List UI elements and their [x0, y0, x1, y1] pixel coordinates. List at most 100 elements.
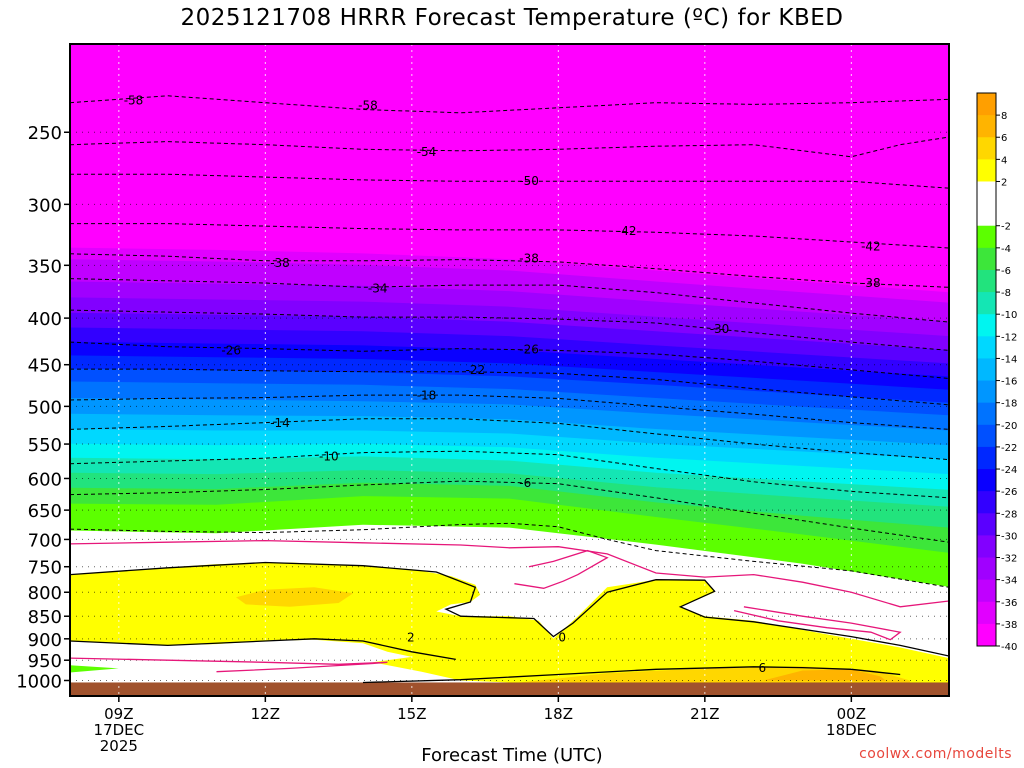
colorbar-swatch-2: [977, 137, 996, 160]
isotherm-label-15: -14: [270, 416, 290, 430]
colorbar-swatch-16: [977, 446, 996, 470]
colorbar-swatch-14: [977, 402, 996, 426]
colorbar-label-23: -38: [1001, 620, 1017, 631]
colorbar-swatch-4: [977, 181, 996, 205]
colorbar-swatch-3: [977, 159, 996, 182]
x-tick-label-4-0: 21Z: [690, 705, 719, 723]
colorbar-label-10: -12: [1001, 332, 1017, 343]
isotherm-17: [70, 480, 949, 543]
temperature-field: [70, 44, 949, 696]
plot-frame: [69, 43, 950, 697]
isotherm-label-10: -30: [710, 322, 730, 336]
isotherm-label-8: -38: [861, 276, 881, 290]
freezing-line-1: [514, 549, 609, 589]
y-tick-label-14: 950: [28, 651, 62, 672]
y-tick-label-11: 800: [28, 583, 62, 604]
isotherm-label-16: -10: [319, 449, 339, 463]
y-tick-label-8: 650: [28, 501, 62, 522]
y-tick-label-5: 500: [28, 397, 62, 418]
y-axis: 2503003504004505005506006507007508008509…: [16, 123, 70, 692]
colorbar-label-13: -18: [1001, 399, 1017, 410]
colorbar-label-14: -20: [1001, 421, 1017, 432]
colorbar-label-21: -34: [1001, 576, 1017, 587]
colorbar-label-16: -24: [1001, 465, 1017, 476]
colorbar-swatch-15: [977, 424, 996, 448]
chart-title: 2025121708 HRRR Forecast Temperature (ºC…: [180, 5, 844, 31]
colorbar-label-17: -26: [1001, 487, 1017, 498]
isotherm-label-4: -42: [617, 224, 637, 238]
isotherm-label-12: -26: [519, 343, 539, 357]
isotherm-label-11: -26: [221, 343, 241, 357]
x-tick-label-3-0: 18Z: [544, 705, 573, 723]
x-tick-label-0-2: 2025: [100, 737, 138, 755]
colorbar-label-12: -16: [1001, 377, 1017, 388]
colorbar-swatch-20: [977, 535, 996, 559]
colorbar-label-19: -30: [1001, 531, 1017, 542]
freezing-line-0: [70, 539, 949, 608]
isotherm-label-0: -58: [124, 93, 144, 107]
colorbar-swatch-13: [977, 380, 996, 404]
x-axis-label: Forecast Time (UTC): [421, 745, 603, 766]
y-tick-label-12: 850: [28, 607, 62, 628]
colorbar-frame: [976, 92, 997, 647]
colorbar-label-8: -8: [1001, 288, 1011, 299]
colorbar-swatch-10: [977, 314, 996, 337]
isotherm-19: [70, 638, 456, 661]
grid: [70, 44, 949, 696]
x-tick-label-0-1: 17DEC: [94, 721, 145, 739]
colorbar-swatch-1: [977, 115, 996, 138]
isotherm-label-21: 6: [759, 661, 767, 675]
colorbar-swatch-11: [977, 336, 996, 359]
y-tick-label-0: 250: [28, 123, 62, 144]
warm-region-4: [70, 665, 119, 673]
x-tick-label-5-0: 00Z: [837, 705, 866, 723]
colorbar-label-15: -22: [1001, 443, 1017, 454]
credit-text: coolwx.com/modelts: [859, 746, 1012, 762]
isotherm-label-22: 0: [558, 631, 566, 645]
colorbar-label-3: 2: [1001, 177, 1007, 188]
colorbar-label-6: -4: [1001, 244, 1011, 255]
colorbar-label-24: -40: [1001, 642, 1017, 653]
isotherm-label-17: -6: [519, 476, 531, 490]
y-tick-label-4: 450: [28, 356, 62, 377]
colorbar-label-2: 4: [1001, 155, 1007, 166]
isotherm-label-19: 2: [407, 631, 415, 645]
warm-region-3: [763, 669, 886, 681]
colorbar-swatch-9: [977, 292, 996, 315]
ground: [70, 682, 949, 696]
isotherm-label-9: -34: [368, 281, 388, 295]
isotherm-label-3: -50: [519, 174, 539, 188]
x-tick-label-1-0: 12Z: [251, 705, 280, 723]
isotherm-label-1: -58: [358, 98, 378, 112]
y-tick-label-2: 350: [28, 256, 62, 277]
y-tick-label-15: 1000: [16, 671, 62, 692]
colorbar-swatch-6: [977, 225, 996, 249]
freezing-line-3: [70, 657, 388, 673]
y-tick-label-9: 700: [28, 530, 62, 551]
isotherm-label-6: -38: [270, 256, 290, 270]
y-tick-label-13: 900: [28, 630, 62, 651]
colorbar-swatch-19: [977, 513, 996, 536]
colorbar-label-0: 8: [1001, 111, 1007, 122]
isotherm-label-2: -54: [417, 145, 437, 159]
freezing-line-2: [733, 606, 902, 641]
colorbar-swatch-7: [977, 247, 996, 271]
x-tick-label-0-0: 09Z: [104, 705, 133, 723]
isotherm-label-14: -18: [417, 388, 437, 402]
y-tick-label-10: 750: [28, 558, 62, 579]
colorbar-label-22: -36: [1001, 598, 1017, 609]
colorbar-swatch-21: [977, 557, 996, 581]
colorbar-label-18: -28: [1001, 509, 1017, 520]
y-tick-label-6: 550: [28, 435, 62, 456]
colorbar-swatch-12: [977, 358, 996, 382]
colorbar-swatch-18: [977, 491, 996, 514]
x-tick-label-5-1: 18DEC: [826, 721, 877, 739]
colorbar-swatch-8: [977, 269, 996, 293]
colorbar-label-9: -10: [1001, 310, 1017, 321]
y-tick-label-1: 300: [28, 195, 62, 216]
colorbar-label-7: -6: [1001, 266, 1011, 277]
colorbar-label-11: -14: [1001, 354, 1017, 365]
colorbar-swatch-17: [977, 469, 996, 492]
